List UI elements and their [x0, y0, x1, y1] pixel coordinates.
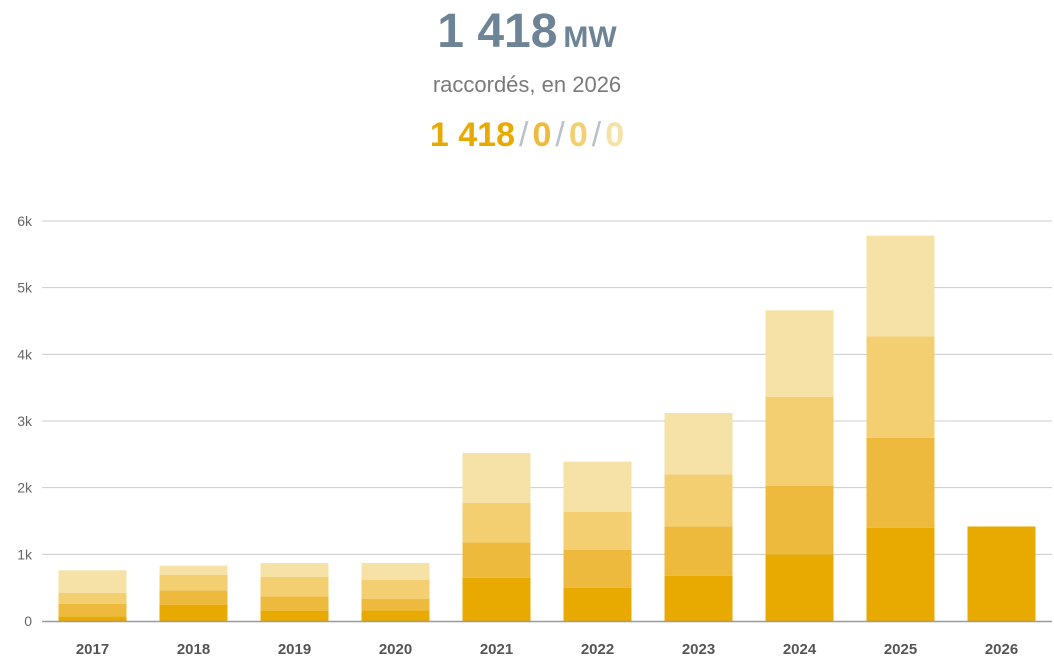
bar-segment — [361, 579, 430, 599]
y-tick-label: 6k — [17, 213, 33, 229]
bar-layer — [58, 235, 1036, 621]
axis-layer: 0 1k 2k 3k 4k 5k 6k 2017 2018 2019 2020 2021 2022 202… — [17, 213, 1052, 658]
x-tick-label: 2025 — [884, 641, 917, 658]
y-tick-label: 1k — [17, 546, 33, 562]
bar-segment — [765, 485, 834, 555]
quarter-breakdown: 1 418/0/0/0 — [0, 116, 1054, 155]
bar-segment — [462, 503, 531, 543]
bar-segment — [58, 616, 127, 621]
bar-segment — [462, 453, 531, 503]
bar-segment — [866, 527, 935, 621]
y-tick-label: 5k — [17, 280, 33, 296]
bar-segment — [159, 575, 228, 591]
bar-segment — [765, 310, 834, 397]
bar-segment — [159, 605, 228, 621]
subtitle: raccordés, en 2026 — [432, 72, 622, 97]
quarter-value-q3: 0 — [568, 116, 588, 154]
bar-segment — [664, 413, 733, 475]
total-value: 1 418 — [437, 5, 558, 58]
bar-segment — [765, 397, 834, 486]
bar-segment — [58, 603, 127, 617]
total-unit: MW — [563, 21, 617, 54]
bar-segment — [664, 526, 733, 576]
x-tick-label: 2019 — [278, 641, 311, 658]
separator: / — [591, 116, 602, 154]
bar-segment — [866, 336, 935, 438]
bar-segment — [866, 235, 935, 337]
x-tick-label: 2023 — [682, 641, 715, 658]
bar-segment — [361, 610, 430, 621]
bar-segment — [58, 593, 127, 604]
y-tick-label: 0 — [24, 613, 32, 629]
quarter-value-q4: 0 — [605, 116, 625, 154]
y-tick-label: 4k — [17, 346, 33, 362]
total-capacity: 1 418 MW — [0, 4, 1054, 59]
bar-segment — [260, 611, 329, 621]
x-tick-label: 2022 — [581, 641, 614, 658]
bar-segment — [260, 577, 329, 597]
bar-segment — [967, 526, 1036, 621]
y-tick-label: 2k — [17, 480, 33, 496]
bar-segment — [664, 474, 733, 527]
y-tick-label: 3k — [17, 413, 33, 429]
bar-segment — [462, 542, 531, 578]
x-tick-label: 2024 — [783, 641, 817, 658]
bar-segment — [664, 575, 733, 621]
bar-segment — [866, 437, 935, 528]
bar-segment — [563, 587, 632, 621]
bar-segment — [563, 461, 632, 512]
bar-segment — [159, 590, 228, 605]
quarter-value-q2: 0 — [532, 116, 552, 154]
bar-segment — [361, 599, 430, 611]
bar-segment — [765, 554, 834, 621]
bar-segment — [58, 570, 127, 593]
x-tick-label: 2020 — [379, 641, 412, 658]
x-tick-label: 2017 — [76, 641, 109, 658]
separator: / — [555, 116, 565, 154]
bar-segment — [260, 596, 329, 611]
bar-segment — [260, 563, 329, 577]
x-tick-label: 2018 — [177, 641, 210, 658]
x-tick-label: 2026 — [985, 641, 1018, 658]
x-tick-label: 2021 — [480, 641, 513, 658]
separator: / — [518, 116, 529, 154]
bar-segment — [563, 549, 632, 588]
bar-segment — [361, 563, 430, 580]
bar-segment — [462, 577, 531, 621]
bar-segment — [159, 565, 228, 575]
quarter-value-q1: 1 418 — [429, 116, 515, 154]
bar-segment — [563, 511, 632, 550]
